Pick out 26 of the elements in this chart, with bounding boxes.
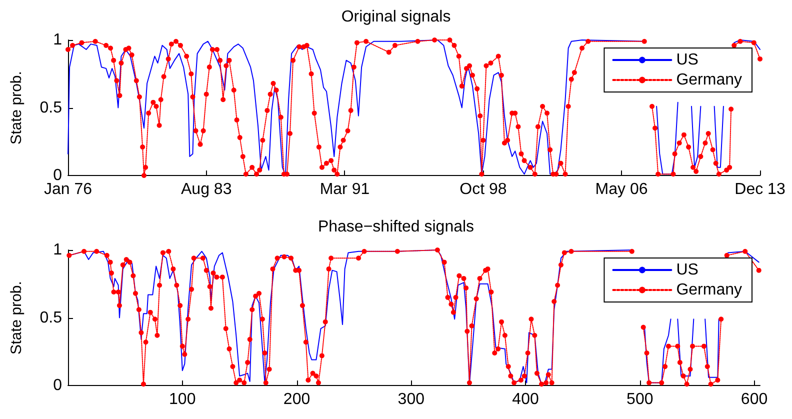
chart-title: Original signals — [341, 8, 451, 26]
y-axis-title: State prob. — [8, 280, 25, 354]
x-tick-label: Jan 76 — [44, 181, 92, 198]
x-tick-label: 500 — [626, 390, 654, 408]
y-tick-label: 0.5 — [40, 308, 62, 326]
legend-label: US — [676, 261, 698, 278]
x-tick-label: 300 — [398, 390, 425, 408]
y-axis-title: State prob. — [8, 71, 25, 144]
x-tick-label: Aug 83 — [181, 181, 232, 198]
x-tick-label: Oct 98 — [460, 181, 507, 198]
y-tick-label: 1 — [53, 32, 62, 48]
legend-label: Germany — [676, 72, 742, 88]
legend-label: Germany — [676, 281, 742, 298]
x-tick-label: 600 — [740, 390, 768, 408]
x-tick-label: Mar 91 — [320, 181, 370, 198]
y-tick-label: 0.5 — [40, 99, 62, 116]
x-tick-label: 400 — [512, 390, 539, 408]
chart-title: Phase−shifted signals — [318, 218, 474, 235]
x-tick-label: 200 — [283, 390, 310, 408]
y-tick-label: 0 — [53, 376, 62, 394]
x-tick-label: 100 — [169, 390, 196, 408]
y-tick-label: 0 — [53, 167, 62, 184]
y-tick-label: 1 — [53, 241, 62, 258]
x-tick-label: May 06 — [595, 181, 648, 198]
x-tick-label: Dec 13 — [734, 181, 786, 198]
legend-label: US — [676, 52, 698, 68]
